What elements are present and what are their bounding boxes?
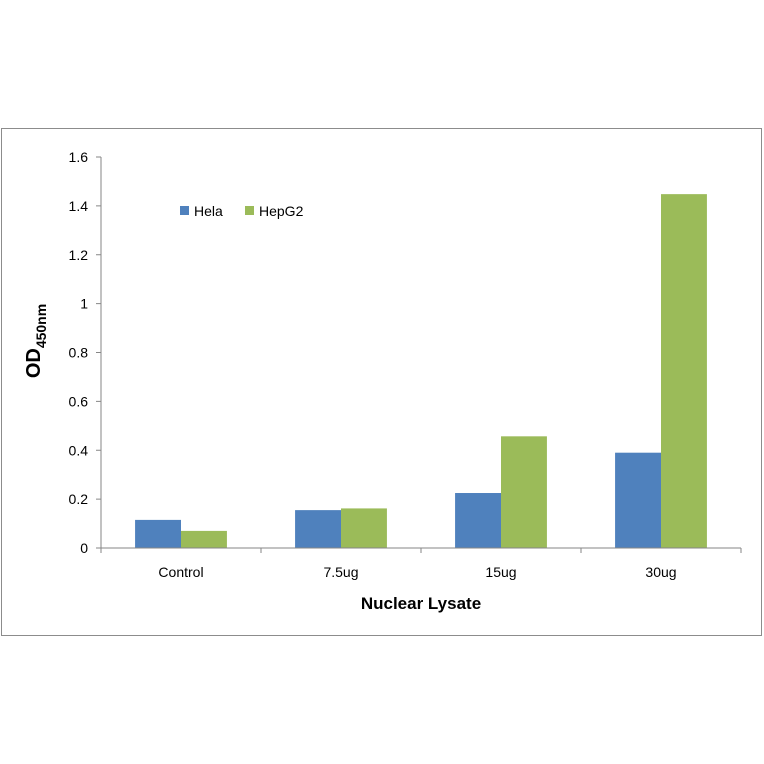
x-tick-label: Control (158, 564, 203, 580)
bars (135, 194, 707, 548)
bar-hepg2 (181, 530, 227, 548)
bar-hela (295, 510, 341, 548)
y-axis-title-subscript: 450nm (33, 304, 49, 348)
legend-swatch-hela (180, 206, 189, 215)
bar-hepg2 (341, 508, 387, 548)
bar-hela (455, 493, 501, 548)
x-axis: Control 7.5ug 15ug 30ug (100, 547, 742, 580)
legend-label-hepg2: HepG2 (259, 203, 304, 219)
bar-hela (135, 519, 181, 548)
chart-border (1, 128, 762, 636)
y-axis-title: OD450nm (23, 304, 49, 378)
y-tick-label: 1 (80, 296, 88, 312)
y-tick-label: 1.2 (69, 247, 89, 263)
y-tick-label: 1.4 (69, 198, 89, 214)
legend-swatch-hepg2 (245, 206, 254, 215)
y-tick-label: 0.4 (69, 442, 89, 458)
bar-hepg2 (501, 436, 547, 548)
y-tick-label: 0 (80, 540, 88, 556)
y-axis-title-main: OD (23, 348, 45, 378)
y-tick-label: 0.8 (69, 345, 89, 361)
y-axis: 0 0.2 0.4 0.6 0.8 1 1.2 1.4 1.6 (69, 149, 102, 556)
x-axis-title: Nuclear Lysate (361, 594, 481, 613)
y-tick-label: 1.6 (69, 149, 89, 165)
legend-label-hela: Hela (194, 203, 223, 219)
bar-hela (615, 452, 661, 548)
bar-hepg2 (661, 194, 707, 548)
x-tick-label: 15ug (485, 564, 516, 580)
y-tick-label: 0.2 (69, 491, 89, 507)
legend: Hela HepG2 (180, 203, 304, 219)
x-tick-label: 7.5ug (323, 564, 358, 580)
y-tick-label: 0.6 (69, 393, 89, 409)
x-tick-label: 30ug (645, 564, 676, 580)
